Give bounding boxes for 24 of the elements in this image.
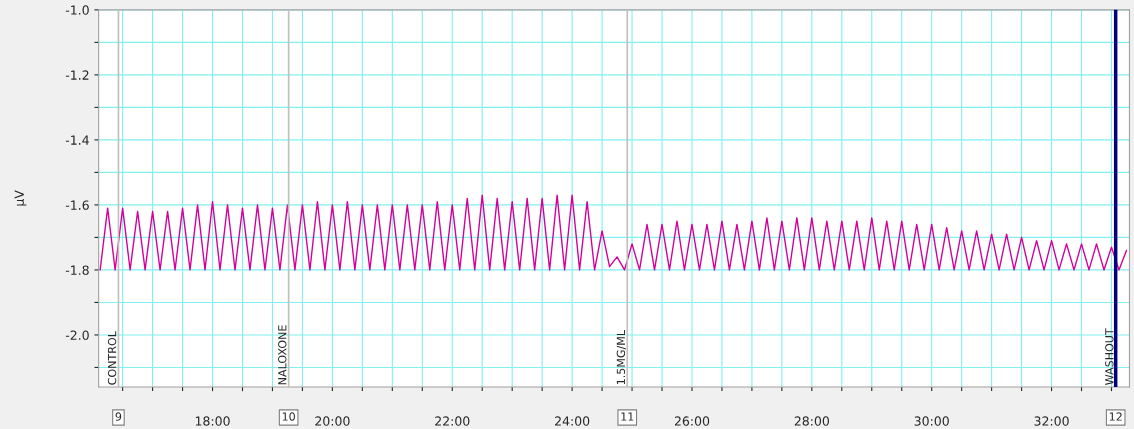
x-tick-label: 24:00 [555, 416, 590, 426]
text: 11 [621, 412, 634, 421]
x-tick-label: 18:00 [195, 416, 230, 426]
x-tick-label: 32:00 [1034, 416, 1069, 426]
y-axis-title: µV [14, 190, 27, 206]
y-tick-label: -1.4 [65, 135, 89, 145]
x-tick-label: 28:00 [794, 416, 830, 426]
y-tick-label: -1.0 [65, 5, 89, 15]
ref-line-label: WASHOUT [1105, 328, 1114, 385]
y-tick-label: -1.8 [65, 265, 89, 275]
line-series [99, 194, 1128, 271]
ref-line-label: CONTROL [107, 331, 117, 385]
text: 10 [282, 412, 295, 421]
x-tick-label: 22:00 [435, 416, 470, 426]
ref-line-label: 1.5MG/ML [616, 330, 626, 385]
x-tick-label: 30:00 [914, 416, 949, 426]
x-tick-label: 20:00 [315, 416, 350, 426]
y-tick-label: -2.0 [65, 330, 89, 340]
ref-line-label: NALOXONE [278, 325, 287, 385]
text: 9 [115, 412, 122, 421]
y-tick-label: -1.6 [65, 200, 89, 210]
text: 12 [1109, 412, 1122, 421]
x-tick-label: 26:00 [674, 416, 710, 426]
y-tick-label: -1.2 [65, 70, 89, 80]
